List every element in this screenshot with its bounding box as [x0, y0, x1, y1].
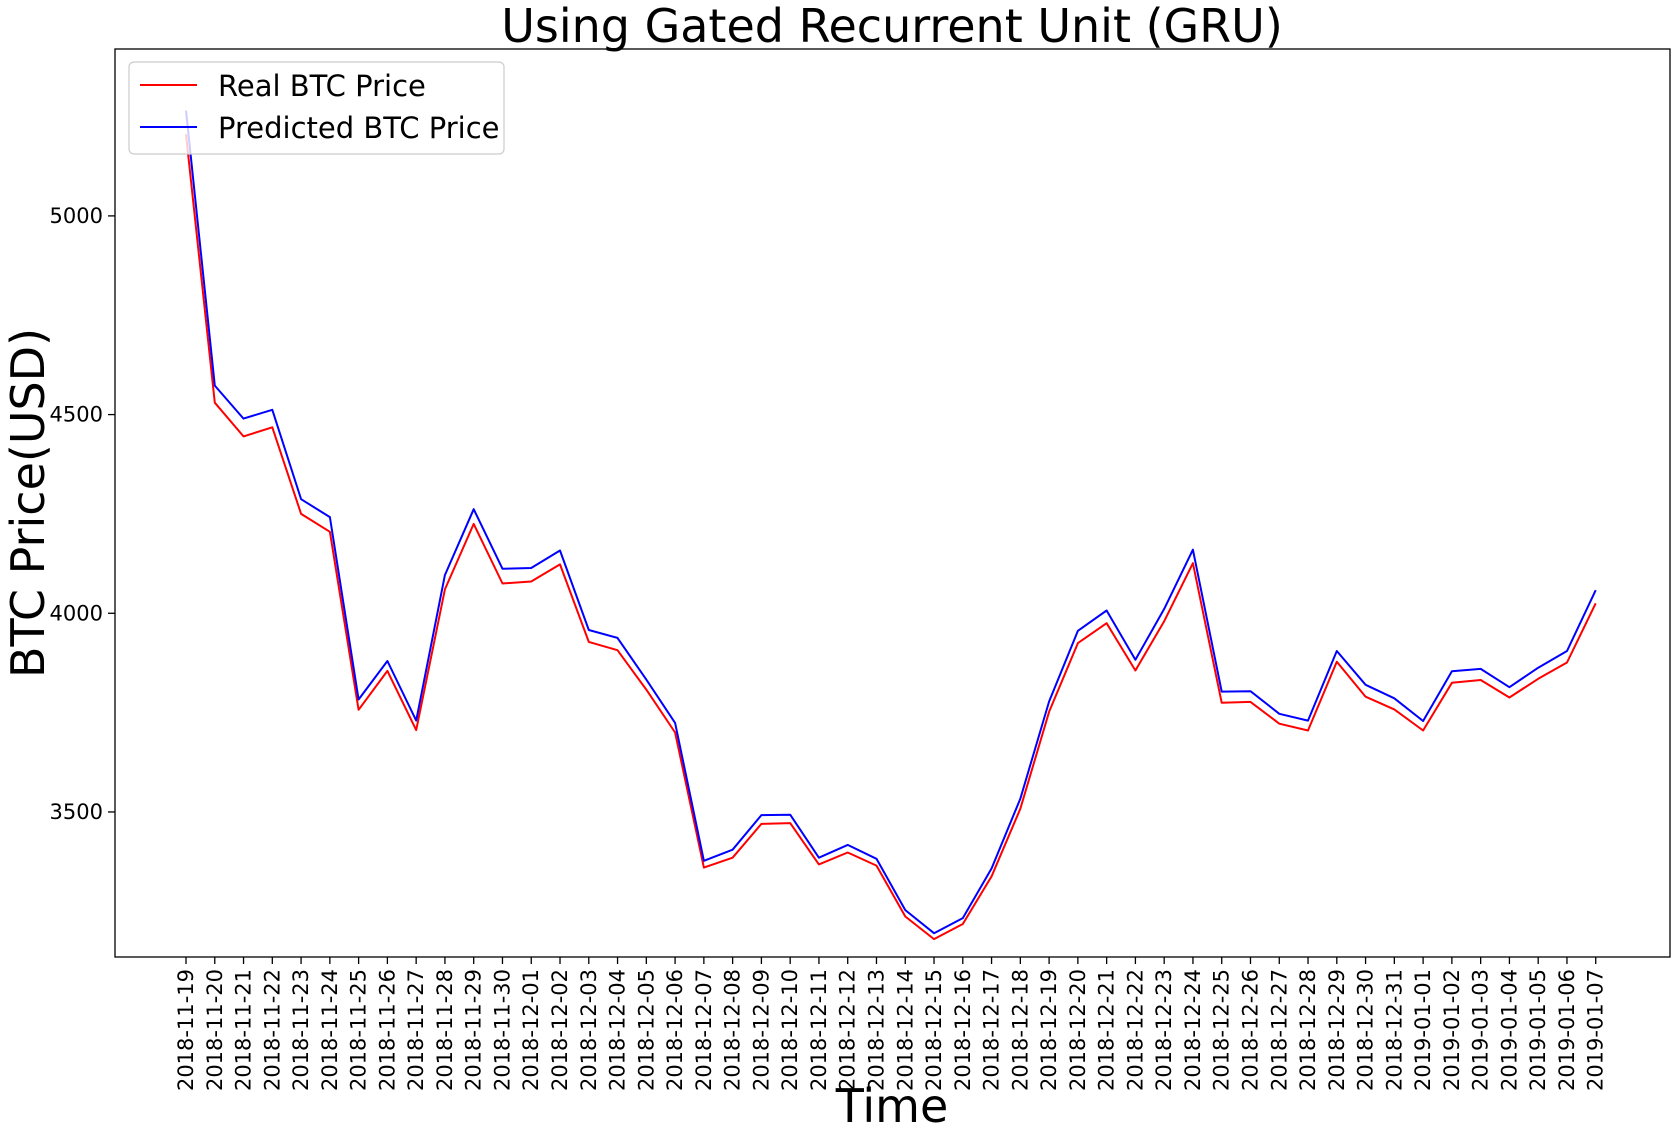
y-axis-label: BTC Price(USD)	[1, 328, 55, 678]
x-tick-label: 2018-12-31	[1382, 969, 1406, 1091]
x-tick-label: 2018-12-06	[663, 969, 687, 1091]
x-tick-label: 2018-12-21	[1095, 969, 1119, 1091]
x-tick-label: 2018-12-09	[749, 969, 773, 1091]
x-tick-label: 2018-11-19	[174, 969, 198, 1091]
x-tick-label: 2018-12-27	[1267, 969, 1291, 1091]
y-tick-label: 4000	[50, 601, 103, 625]
y-tick-label: 5000	[50, 204, 103, 228]
y-axis-ticks: 3500 4000 4500 5000	[50, 204, 115, 824]
plot-area	[114, 48, 1671, 958]
x-tick-label: 2018-12-10	[778, 969, 802, 1091]
x-tick-label: 2018-12-11	[807, 969, 831, 1091]
x-tick-label: 2018-12-05	[634, 969, 658, 1091]
x-tick-label: 2019-01-01	[1411, 969, 1435, 1091]
legend: Real BTC Price Predicted BTC Price	[128, 61, 505, 155]
x-tick-label: 2018-12-16	[951, 969, 975, 1091]
legend-box	[128, 61, 505, 155]
x-tick-label: 2018-11-28	[433, 969, 457, 1091]
legend-label-real: Real BTC Price	[218, 69, 426, 103]
x-tick-label: 2019-01-06	[1555, 969, 1579, 1091]
x-tick-label: 2018-12-01	[519, 969, 543, 1091]
x-tick-label: 2018-11-29	[462, 969, 486, 1091]
series-lines	[185, 110, 1597, 941]
x-tick-label: 2019-01-02	[1440, 969, 1464, 1091]
y-tick-label: 3500	[50, 800, 103, 824]
series-line-predicted	[185, 110, 1597, 935]
x-tick-label: 2018-12-29	[1325, 969, 1349, 1091]
x-tick-label: 2018-11-30	[490, 969, 514, 1091]
x-tick-label: 2018-12-12	[836, 969, 860, 1091]
x-tick-label: 2018-12-19	[1037, 969, 1061, 1091]
x-tick-label: 2019-01-07	[1584, 969, 1608, 1091]
x-tick-label: 2018-11-27	[404, 969, 428, 1091]
x-axis-label: Time	[835, 1079, 949, 1133]
x-tick-label: 2018-11-20	[203, 969, 227, 1091]
x-tick-label: 2018-11-22	[260, 969, 284, 1091]
x-tick-label: 2018-12-07	[692, 969, 716, 1091]
x-tick-label: 2018-12-08	[721, 969, 745, 1091]
x-tick-label: 2018-12-22	[1123, 969, 1147, 1091]
x-tick-label: 2018-12-03	[577, 969, 601, 1091]
x-tick-label: 2018-11-26	[375, 969, 399, 1091]
x-tick-label: 2018-12-14	[893, 969, 917, 1091]
x-tick-label: 2018-11-23	[289, 969, 313, 1091]
x-tick-label: 2018-11-25	[347, 969, 371, 1091]
x-tick-label: 2018-12-02	[548, 969, 572, 1091]
x-tick-label: 2018-11-21	[232, 969, 256, 1091]
x-tick-label: 2018-12-26	[1238, 969, 1262, 1091]
x-tick-label: 2018-12-18	[1008, 969, 1032, 1091]
x-tick-label: 2018-12-17	[980, 969, 1004, 1091]
x-tick-label: 2018-12-24	[1181, 969, 1205, 1091]
x-tick-label: 2019-01-05	[1526, 969, 1550, 1091]
x-tick-label: 2018-12-13	[864, 969, 888, 1091]
x-axis-ticks: 2018-11-19 2018-11-20 2018-11-21 2018-11-22…	[174, 957, 1608, 1091]
chart-title: Using Gated Recurrent Unit (GRU)	[501, 0, 1283, 53]
x-tick-label: 2018-12-30	[1354, 969, 1378, 1091]
series-line-real	[185, 134, 1597, 941]
x-tick-label: 2018-12-28	[1296, 969, 1320, 1091]
x-tick-label: 2018-11-24	[318, 969, 342, 1091]
x-tick-label: 2018-12-20	[1066, 969, 1090, 1091]
x-tick-label: 2019-01-03	[1469, 969, 1493, 1091]
x-tick-label: 2018-12-23	[1152, 969, 1176, 1091]
legend-label-predicted: Predicted BTC Price	[218, 111, 499, 145]
x-tick-label: 2019-01-04	[1497, 969, 1521, 1091]
x-tick-label: 2018-12-25	[1210, 969, 1234, 1091]
y-tick-label: 4500	[50, 403, 103, 427]
x-tick-label: 2018-12-04	[606, 969, 630, 1091]
x-tick-label: 2018-12-15	[922, 969, 946, 1091]
